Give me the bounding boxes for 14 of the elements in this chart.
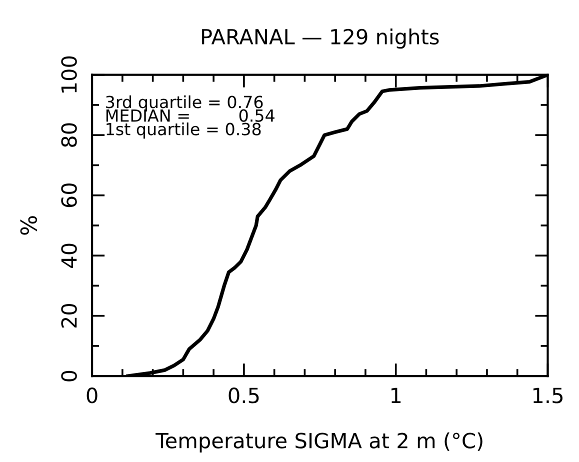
annotation: 1st quartile = 0.38 [106,122,261,139]
y-tick-label: 20 [61,304,77,328]
x-tick-label: 0.5 [228,388,259,404]
x-tick-label: 0 [86,388,98,404]
chart-title: PARANAL — 129 nights [202,28,439,49]
y-tick-label: 80 [61,123,77,147]
x-axis-title: Temperature SIGMA at 2 m (°C) [156,432,482,453]
x-tick-label: 1 [392,388,401,404]
x-tick-label: 1.5 [533,388,562,404]
y-tick-label: 60 [61,183,77,208]
y-tick-label: 100 [61,56,77,92]
y-axis-title: % [20,216,38,235]
y-tick-label: 0 [61,370,77,382]
y-tick-label: 40 [61,244,77,268]
